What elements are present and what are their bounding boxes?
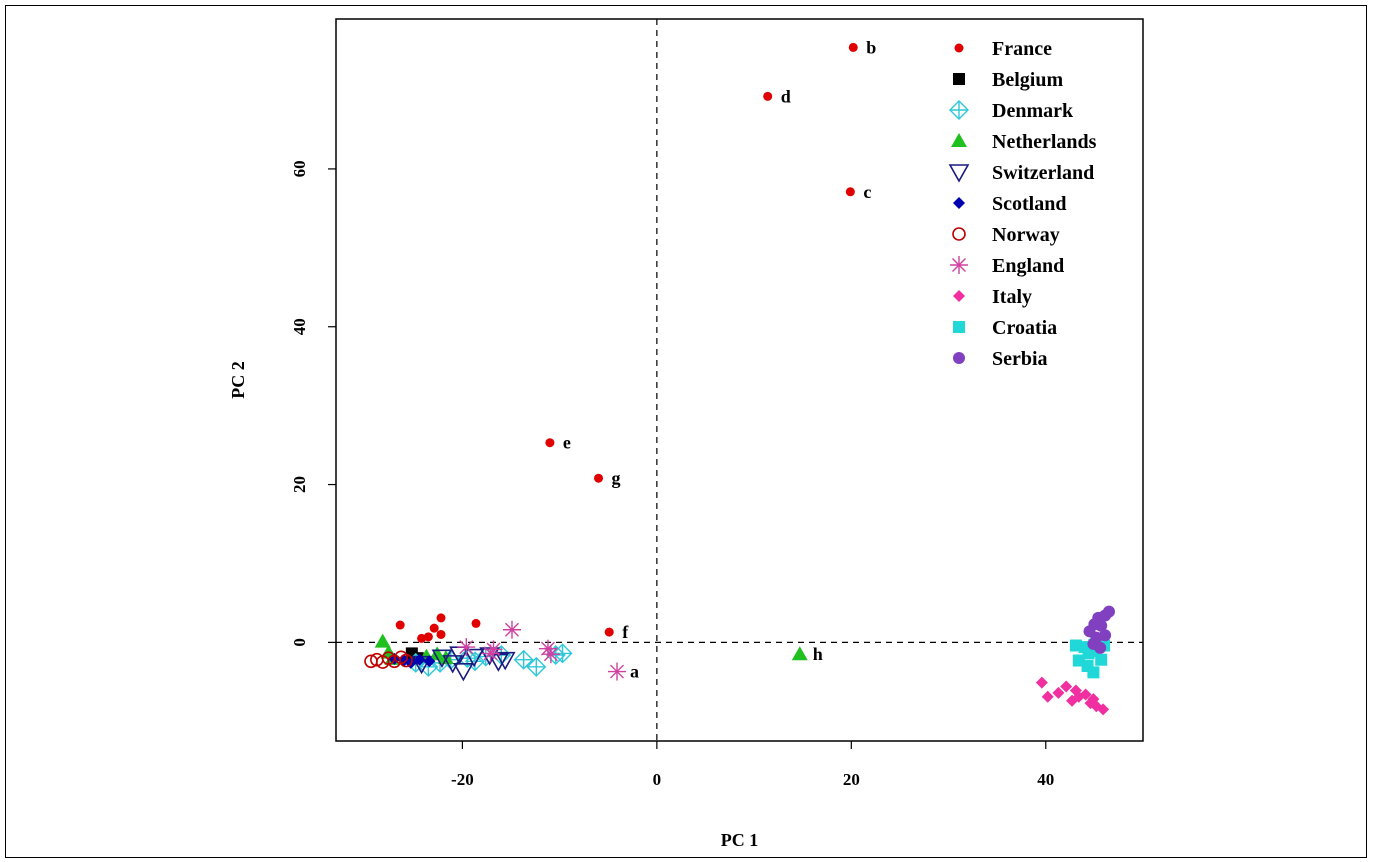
data-point	[1087, 693, 1100, 706]
data-point	[429, 646, 446, 661]
point-annotation: f	[622, 622, 629, 642]
legend-marker	[951, 133, 967, 147]
data-point	[538, 639, 557, 658]
legend-marker	[953, 73, 965, 85]
data-point	[453, 662, 474, 682]
data-point	[1052, 686, 1065, 699]
legend-label: Denmark	[992, 100, 1074, 122]
data-point	[1060, 680, 1073, 693]
legend-marker	[948, 164, 970, 183]
point-annotation: c	[863, 182, 871, 202]
data-point	[791, 646, 808, 661]
data-point	[471, 618, 481, 628]
point-annotation: h	[813, 644, 823, 664]
legend-marker	[954, 43, 964, 53]
data-point	[436, 629, 446, 639]
data-point	[463, 648, 485, 668]
series-france	[395, 42, 858, 643]
legend-label: Belgium	[992, 69, 1063, 91]
data-point	[437, 650, 454, 665]
data-point	[763, 91, 773, 101]
series-serbia	[1083, 605, 1115, 654]
data-point	[1097, 703, 1110, 716]
data-point	[1041, 690, 1054, 703]
x-tick-label: 0	[653, 770, 662, 789]
legend-label: Serbia	[992, 348, 1048, 370]
series-italy	[1035, 676, 1110, 716]
data-point	[607, 662, 626, 681]
data-point	[413, 653, 426, 666]
data-point	[429, 623, 439, 633]
data-point	[845, 187, 855, 197]
data-point	[1079, 688, 1092, 701]
x-tick-label: 40	[1037, 770, 1054, 789]
data-point	[513, 649, 534, 670]
data-point	[423, 632, 433, 642]
data-point	[1102, 605, 1115, 618]
data-point	[457, 638, 476, 657]
series-norway	[364, 650, 413, 669]
legend-label: Italy	[992, 286, 1032, 308]
data-point	[604, 627, 614, 637]
x-axis-label: PC 1	[721, 830, 759, 850]
legend-marker	[952, 227, 966, 241]
x-tick-label: 20	[843, 770, 860, 789]
data-point	[417, 633, 427, 643]
data-point	[399, 653, 413, 668]
legend-marker	[949, 100, 969, 120]
data-point	[545, 438, 555, 448]
legend-marker	[953, 352, 965, 364]
legend: France Belgium Denmark Netherlands Switzerla…	[948, 38, 1097, 370]
y-axis-label: PC 2	[228, 361, 248, 399]
legend-label: Scotland	[992, 193, 1066, 215]
point-annotation: e	[563, 433, 571, 453]
data-point	[502, 620, 521, 639]
data-point	[1094, 641, 1107, 654]
y-tick-label: 20	[290, 476, 309, 493]
figure-frame: -20 0 20 40 0 20 40 60 PC 1 PC 2 a b c d e f g h France Bel…	[5, 5, 1367, 858]
data-point	[541, 645, 560, 664]
data-point	[436, 613, 446, 623]
x-tick-label: -20	[451, 770, 474, 789]
legend-label: Norway	[992, 224, 1060, 246]
legend-marker	[953, 321, 965, 333]
data-point	[1069, 684, 1082, 697]
data-point	[1095, 619, 1108, 632]
data-point	[374, 633, 391, 648]
data-point	[1099, 629, 1112, 642]
point-annotation: b	[866, 37, 876, 57]
y-tick-label: 40	[290, 318, 309, 335]
legend-marker	[950, 256, 968, 274]
legend-marker	[953, 290, 965, 302]
y-tick-label: 60	[290, 160, 309, 177]
legend-marker	[953, 197, 965, 209]
data-point	[395, 620, 405, 630]
point-annotation: a	[630, 662, 639, 682]
point-annotation: g	[612, 468, 621, 488]
pca-scatter-plot: -20 0 20 40 0 20 40 60 PC 1 PC 2 a b c d e f g h France Bel…	[228, 18, 1144, 850]
plot-border	[335, 18, 1144, 742]
point-annotation: d	[781, 86, 791, 106]
data-point	[1087, 666, 1100, 679]
data-point	[594, 473, 604, 483]
data-point	[1035, 676, 1048, 689]
y-tick-label: 0	[290, 638, 309, 647]
legend-label: England	[992, 255, 1064, 277]
legend-label: Netherlands	[992, 131, 1097, 153]
legend-label: Croatia	[992, 317, 1057, 339]
data-point	[484, 640, 503, 659]
data-point	[848, 42, 858, 52]
legend-label: France	[992, 38, 1052, 60]
data-point	[431, 649, 453, 668]
series-england	[457, 620, 626, 681]
legend-label: Switzerland	[992, 162, 1094, 184]
data-point	[494, 651, 516, 671]
data-point	[526, 656, 547, 677]
data-point	[552, 643, 573, 664]
data-point	[423, 655, 436, 668]
